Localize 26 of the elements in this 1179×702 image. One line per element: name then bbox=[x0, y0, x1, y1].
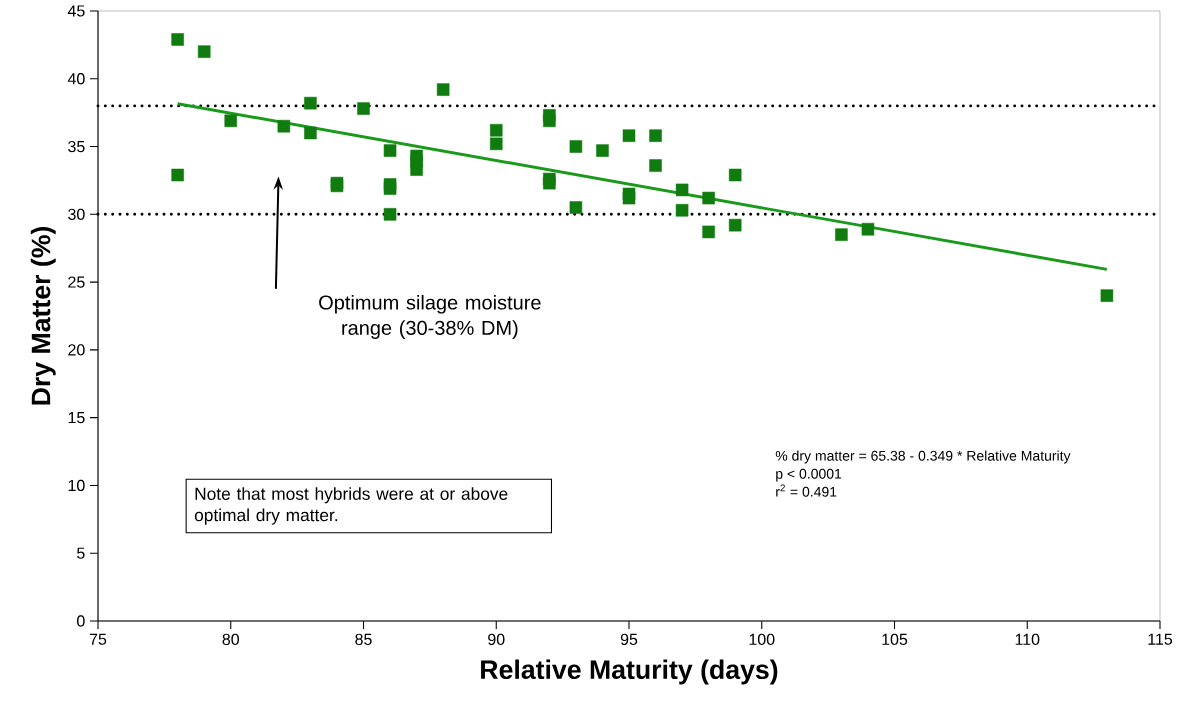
x-tick-label: 115 bbox=[1148, 633, 1173, 645]
x-axis-title: Relative Maturity (days) bbox=[481, 659, 778, 685]
y-tick-label: 40 bbox=[67, 73, 85, 85]
y-tick-label: 5 bbox=[77, 547, 85, 559]
x-tick-label: 90 bbox=[488, 633, 505, 646]
y-tick-label: 30 bbox=[68, 208, 85, 220]
x-tick-label: 100 bbox=[749, 633, 775, 646]
x-tick-label: 75 bbox=[89, 633, 107, 645]
annotation: p < 0.0001 bbox=[776, 468, 842, 482]
x-tick-label: 95 bbox=[620, 633, 638, 646]
x-tick-label: 80 bbox=[222, 633, 240, 646]
x-tick-label: 85 bbox=[355, 633, 372, 646]
x-tick-label: 110 bbox=[1015, 633, 1040, 646]
y-tick-label: 25 bbox=[68, 276, 85, 288]
y-tick-label: 45 bbox=[67, 5, 85, 17]
x-tick-label: 105 bbox=[882, 633, 908, 646]
y-axis-title: Dry Matter (%) bbox=[30, 226, 56, 405]
y-tick-label: 20 bbox=[68, 344, 85, 356]
annotation: Note that most hybrids were at or above optimal dry matter. bbox=[194, 487, 508, 525]
y-tick-label: 0 bbox=[77, 615, 85, 627]
annotation: % dry matter = 65.38 - 0.349 * Relative Maturity bbox=[775, 450, 1071, 464]
y-tick-label: 15 bbox=[68, 412, 85, 424]
y-tick-label: 35 bbox=[68, 140, 85, 153]
annotation: Optimum silage moisture range (30-38% DM) bbox=[319, 294, 541, 339]
y-tick-label: 10 bbox=[68, 479, 85, 492]
annotation: r$^{2}$ = 0.491 bbox=[776, 484, 837, 497]
